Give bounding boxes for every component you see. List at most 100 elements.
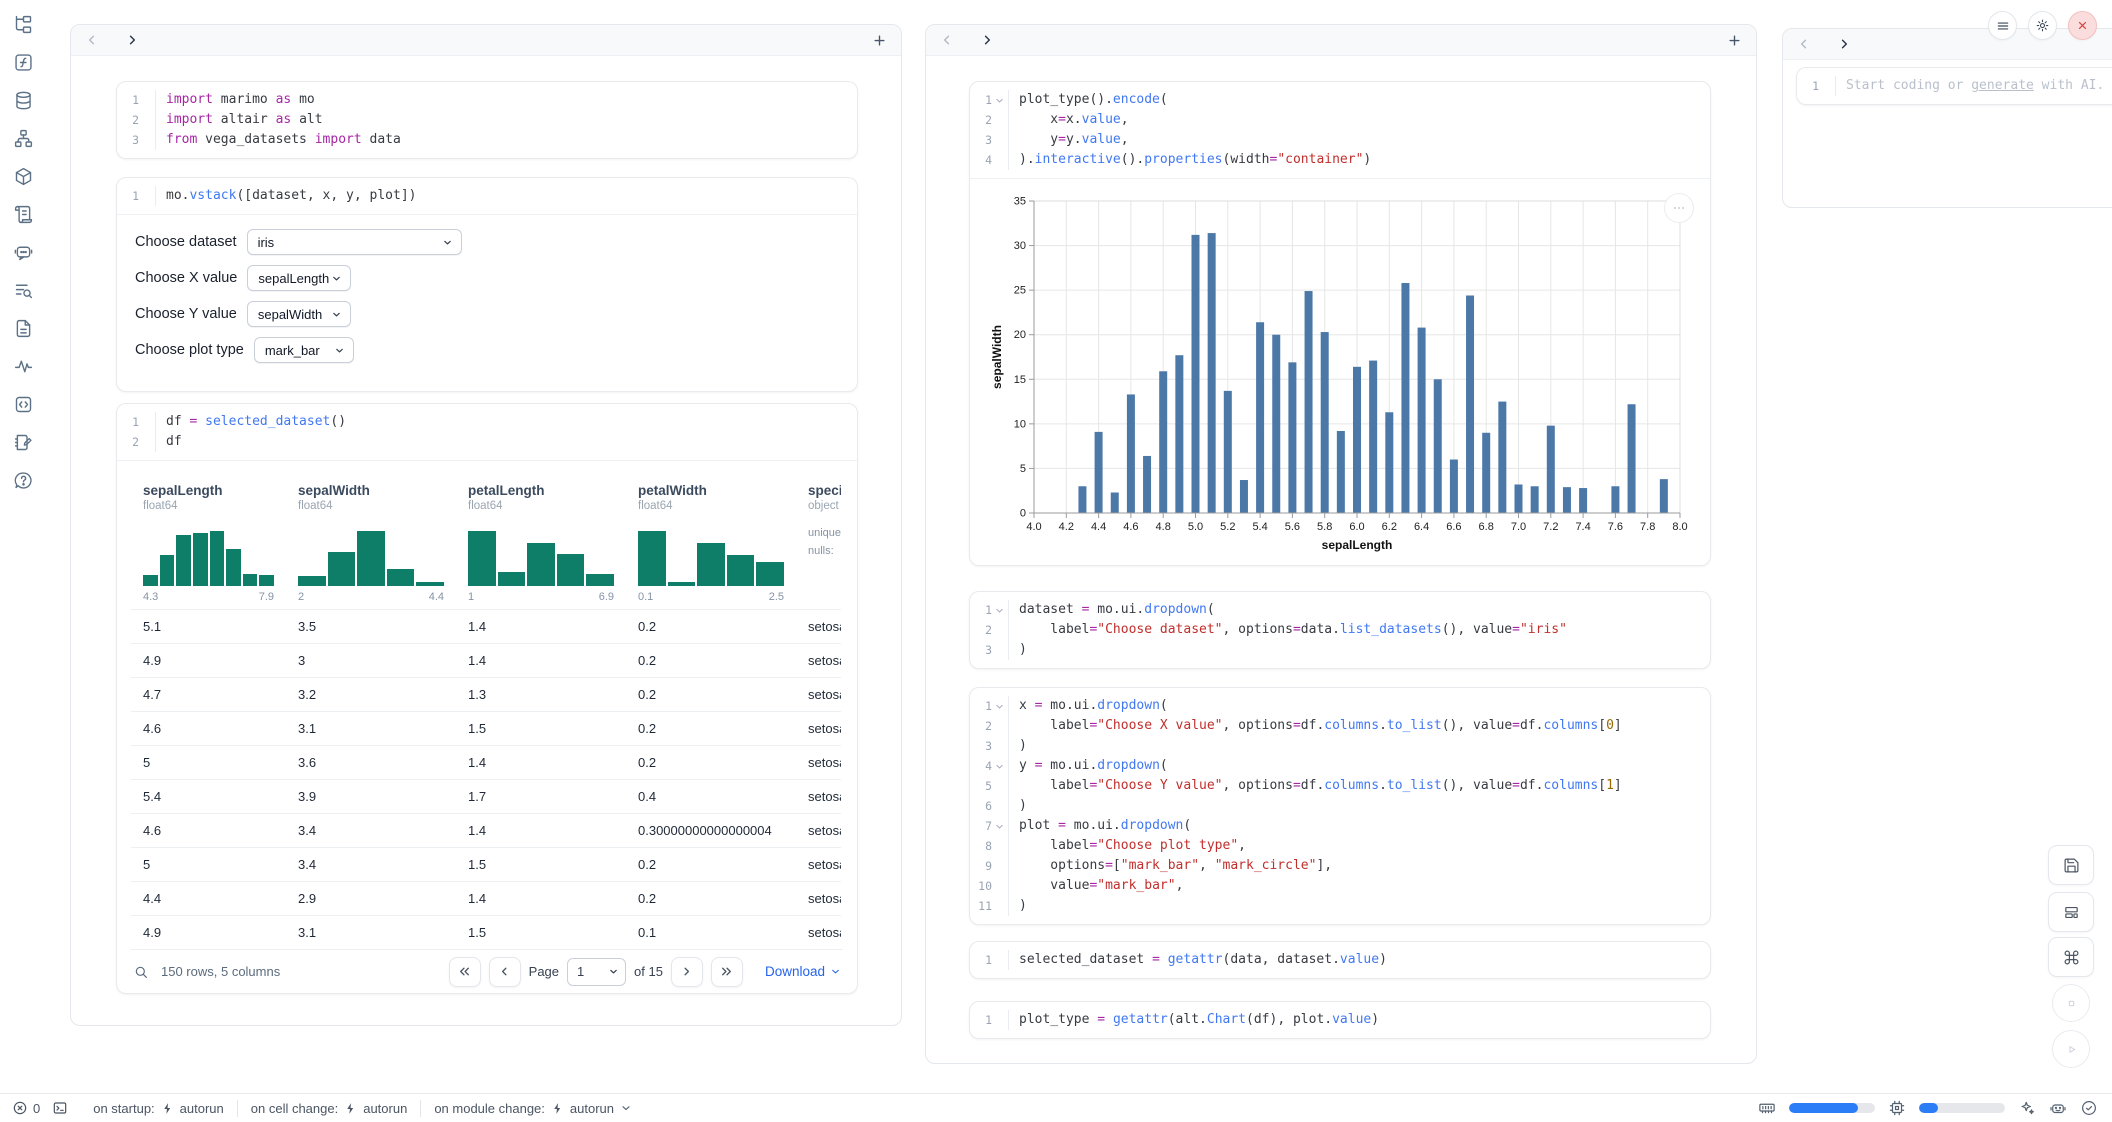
next-page-button[interactable]	[670, 956, 703, 987]
add-column-button[interactable]	[1727, 33, 1742, 48]
chart-menu-button[interactable]	[1664, 193, 1694, 223]
terminal-button[interactable]	[52, 1100, 68, 1116]
table-row[interactable]: 4.4 2.9 1.4 0.2 setosa	[131, 881, 841, 915]
sidebar-chat-bot-button[interactable]	[12, 241, 34, 263]
code-editor[interactable]: 1 import marimo as mo 2 import altair as al…	[117, 82, 857, 158]
error-counter[interactable]: 0	[12, 1100, 40, 1116]
table-row[interactable]: 4.6 3.1 1.5 0.2 setosa	[131, 711, 841, 745]
sidebar-database-button[interactable]	[12, 89, 34, 111]
table-row[interactable]: 5.4 3.9 1.7 0.4 setosa	[131, 779, 841, 813]
cell-scratch[interactable]: 1 Start coding or generate with AI.	[1796, 67, 2112, 105]
column-header-petalWidth[interactable]: petalWidth float64 0.1 2.5	[626, 473, 796, 609]
fold-chevron-icon[interactable]	[992, 600, 1006, 620]
sidebar-document-button[interactable]	[12, 317, 34, 339]
code-editor[interactable]: 1 plot_type().encode(2 x=x.value, 3 y=y.va…	[970, 82, 1710, 178]
first-page-button[interactable]	[448, 956, 481, 987]
altair-bar-chart[interactable]: 4.0 4.2 4.4 4.6 4.8 5.0 5.2 5.4 5.6 5.8 6.0 6.2 6.4 6…	[988, 191, 1692, 559]
line-number: 4	[985, 153, 992, 167]
command-palette-button[interactable]	[2048, 937, 2094, 977]
code-editor[interactable]: 1 Start coding or generate with AI.	[1797, 68, 2112, 104]
ai-sparkles-button[interactable]	[2018, 1099, 2036, 1117]
sidebar-function-square-button[interactable]	[12, 51, 34, 73]
dropdown-select-choose-x-value[interactable]: sepalLength	[247, 265, 352, 291]
layout-button[interactable]	[2048, 892, 2094, 932]
column-back-button[interactable]	[1797, 37, 1811, 51]
fold-chevron-icon[interactable]	[992, 816, 1006, 836]
code-editor[interactable]: 1 plot_type = getattr(alt.Chart(df), plot…	[970, 1002, 1710, 1038]
connection-status-button[interactable]	[2080, 1099, 2098, 1117]
autorun-setting-3[interactable]: on module change: autorun	[421, 1099, 645, 1117]
fold-chevron-icon[interactable]	[992, 756, 1006, 776]
sidebar-code-snippet-button[interactable]	[12, 393, 34, 415]
gutter-spacer	[992, 856, 1006, 876]
cell-plot[interactable]: 1 plot_type().encode(2 x=x.value, 3 y=y.va…	[969, 81, 1711, 566]
dropdown-select-choose-dataset[interactable]: iris	[246, 229, 462, 255]
code-token: plot	[1019, 818, 1059, 833]
code-editor[interactable]: 1 selected_dataset = getattr(data, datase…	[970, 942, 1710, 978]
autorun-setting-2[interactable]: on cell change: autorun	[238, 1099, 421, 1117]
table-row[interactable]: 5.1 3.5 1.4 0.2 setosa	[131, 609, 841, 643]
column-back-button[interactable]	[85, 33, 99, 47]
column-forward-button[interactable]	[980, 33, 994, 47]
table-cell: 4.4	[143, 891, 162, 906]
table-row[interactable]: 4.9 3 1.4 0.2 setosa	[131, 643, 841, 677]
code-editor[interactable]: 1 dataset = mo.ui.dropdown(2 label="Choos…	[970, 592, 1710, 668]
add-column-button[interactable]	[872, 33, 887, 48]
chevron-down-icon	[832, 969, 839, 974]
sidebar-scroll-button[interactable]	[12, 203, 34, 225]
column-header-sepalLength[interactable]: sepalLength float64 4.3 7.9	[131, 473, 286, 609]
cell-vstack[interactable]: 1 mo.vstack([dataset, x, y, plot]) Choose…	[116, 177, 858, 392]
table-cell: 1.5	[468, 721, 487, 736]
sidebar-file-tree-button[interactable]	[12, 13, 34, 35]
sidebar-package-button[interactable]	[12, 165, 34, 187]
zap-icon	[551, 1102, 564, 1115]
table-cell: setosa	[808, 789, 841, 804]
sidebar-list-search-button[interactable]	[12, 279, 34, 301]
download-button[interactable]: Download	[765, 964, 841, 979]
table-row[interactable]: 4.9 3.1 1.5 0.1 setosa	[131, 915, 841, 949]
cell-plot-type[interactable]: 1 plot_type = getattr(alt.Chart(df), plot…	[969, 1001, 1711, 1039]
table-row[interactable]: 5 3.4 1.5 0.2 setosa	[131, 847, 841, 881]
cell-imports[interactable]: 1 import marimo as mo 2 import altair as al…	[116, 81, 858, 159]
column-forward-button[interactable]	[125, 33, 139, 47]
code-editor[interactable]: 1 mo.vstack([dataset, x, y, plot])	[117, 178, 857, 214]
dropdown-select-choose-plot-type[interactable]: mark_bar	[253, 337, 354, 363]
run-button[interactable]	[2052, 1030, 2090, 1068]
copilot-button[interactable]	[2049, 1099, 2067, 1117]
menu-button[interactable]	[1988, 11, 2017, 40]
autorun-setting-1[interactable]: on startup: autorun	[80, 1099, 237, 1117]
stop-button[interactable]	[2052, 984, 2090, 1022]
save-button[interactable]	[2048, 845, 2094, 885]
settings-button[interactable]	[2028, 11, 2057, 40]
cell-dataframe[interactable]: 1 df = selected_dataset() 2 df sepalLength f…	[116, 403, 858, 994]
cell-selected-dataset[interactable]: 1 selected_dataset = getattr(data, datase…	[969, 941, 1711, 979]
column-header-sepalWidth[interactable]: sepalWidth float64 2 4.4	[286, 473, 456, 609]
page-select[interactable]: 1	[567, 957, 627, 986]
table-row[interactable]: 4.7 3.2 1.3 0.2 setosa	[131, 677, 841, 711]
histogram-bar	[468, 531, 496, 586]
column-header-petalLength[interactable]: petalLength float64 1 6.9	[456, 473, 626, 609]
table-row[interactable]: 5 3.6 1.4 0.2 setosa	[131, 745, 841, 779]
code-token: .	[1379, 718, 1387, 733]
close-button[interactable]	[2068, 11, 2097, 40]
search-icon[interactable]	[133, 964, 149, 980]
previous-page-button[interactable]	[488, 956, 521, 987]
sidebar-dependency-graph-button[interactable]	[12, 127, 34, 149]
column-back-button[interactable]	[940, 33, 954, 47]
sidebar-activity-button[interactable]	[12, 355, 34, 377]
table-row[interactable]: 4.6 3.4 1.4 0.30000000000000004 setosa	[131, 813, 841, 847]
column-header-species[interactable]: species object unique: nulls:	[796, 473, 841, 609]
column-forward-button[interactable]	[1837, 37, 1851, 51]
histogram-min: 1	[468, 591, 475, 603]
dependency-graph-icon	[14, 129, 32, 147]
last-page-button[interactable]	[710, 956, 743, 987]
sidebar-notebook-edit-button[interactable]	[12, 431, 34, 453]
fold-chevron-icon[interactable]	[992, 90, 1006, 110]
fold-chevron-icon[interactable]	[992, 696, 1006, 716]
cell-dataset-dropdown[interactable]: 1 dataset = mo.ui.dropdown(2 label="Choos…	[969, 591, 1711, 669]
dropdown-select-choose-y-value[interactable]: sepalWidth	[246, 301, 351, 327]
code-editor[interactable]: 1 df = selected_dataset() 2 df	[117, 404, 857, 460]
sidebar-help-bubble-button[interactable]	[12, 469, 34, 491]
